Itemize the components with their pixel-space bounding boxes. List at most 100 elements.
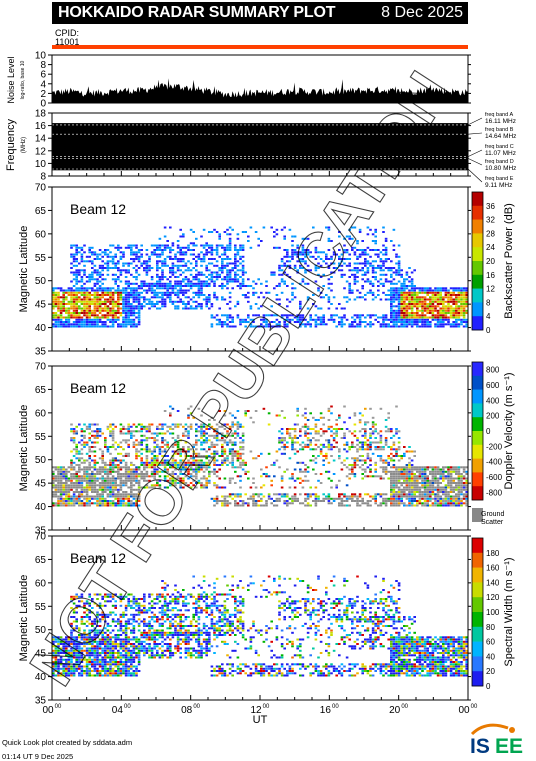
data-cell [286, 500, 289, 502]
data-cell [161, 260, 164, 263]
data-cell [150, 473, 154, 475]
data-cell [312, 459, 315, 462]
data-cell [236, 303, 240, 305]
data-cell [371, 475, 375, 478]
data-cell [202, 285, 206, 287]
data-cell [106, 289, 110, 292]
data-cell [262, 321, 266, 323]
data-cell [80, 439, 84, 442]
data-cell [239, 321, 242, 323]
data-cell [75, 491, 78, 493]
data-cell [403, 307, 406, 310]
data-cell [254, 500, 258, 502]
data-cell [436, 303, 440, 305]
data-cell [462, 316, 466, 319]
data-cell [169, 294, 172, 296]
data-cell [413, 321, 416, 323]
data-cell [231, 280, 234, 283]
data-cell [299, 443, 302, 446]
data-cell [78, 504, 81, 507]
data-cell [421, 298, 424, 301]
data-cell [106, 500, 110, 502]
data-cell [228, 244, 232, 247]
data-cell [405, 314, 409, 317]
data-cell [62, 296, 65, 299]
data-cell [192, 479, 195, 482]
data-cell [169, 425, 172, 428]
data-cell [80, 491, 84, 493]
data-cell [312, 468, 315, 471]
data-cell [223, 298, 227, 301]
data-cell [109, 298, 112, 301]
data-cell [223, 461, 227, 464]
data-cell [179, 300, 182, 303]
data-cell [343, 504, 346, 507]
data-cell [234, 441, 237, 444]
data-cell [75, 318, 78, 321]
data-cell [119, 479, 123, 482]
data-cell [98, 428, 102, 430]
data-cell [442, 305, 445, 308]
data-cell [423, 316, 427, 319]
data-cell [236, 504, 240, 507]
data-cell [187, 430, 190, 433]
data-cell [143, 439, 146, 442]
data-cell [218, 233, 221, 236]
data-cell [335, 314, 338, 317]
data-cell [98, 253, 102, 256]
data-cell [280, 452, 284, 455]
data-cell [223, 278, 227, 281]
data-cell [104, 477, 107, 480]
data-cell [361, 459, 364, 462]
data-cell [150, 437, 154, 439]
data-cell [387, 298, 390, 301]
data-cell [431, 309, 435, 312]
data-cell [135, 287, 138, 290]
data-cell [239, 464, 242, 466]
data-cell [449, 305, 453, 308]
data-cell [52, 491, 55, 493]
data-cell [374, 267, 377, 269]
data-cell [182, 477, 185, 480]
data-cell [291, 235, 294, 238]
data-cell [260, 497, 263, 500]
data-cell [332, 432, 336, 435]
data-cell [283, 500, 286, 502]
data-cell [358, 255, 362, 258]
data-cell [234, 466, 237, 469]
data-cell [338, 416, 341, 419]
data-cell [59, 309, 63, 312]
data-cell [369, 291, 372, 294]
data-cell [343, 262, 346, 265]
data-cell [244, 296, 247, 299]
data-cell [413, 294, 416, 296]
data-cell [109, 461, 112, 464]
data-cell [179, 235, 182, 238]
data-cell [384, 468, 388, 471]
data-cell [96, 307, 99, 310]
data-cell [286, 325, 289, 328]
data-cell [213, 280, 216, 283]
data-cell [309, 428, 312, 430]
data-cell [137, 267, 141, 269]
data-cell [371, 249, 375, 251]
data-cell [88, 488, 91, 491]
data-cell [392, 249, 396, 251]
data-cell [127, 312, 130, 314]
data-cell [179, 285, 182, 287]
data-cell [317, 267, 320, 269]
data-cell [117, 318, 120, 321]
data-cell [182, 289, 185, 292]
data-cell [215, 428, 219, 430]
data-cell [301, 251, 305, 254]
data-cell [104, 303, 107, 305]
data-cell [132, 473, 136, 475]
data-cell [140, 285, 143, 287]
data-cell [296, 497, 299, 500]
data-cell [176, 258, 180, 260]
data-cell [117, 244, 120, 247]
data-cell [384, 473, 388, 475]
data-cell [171, 466, 175, 469]
data-cell [127, 497, 130, 500]
data-cell [83, 446, 86, 448]
